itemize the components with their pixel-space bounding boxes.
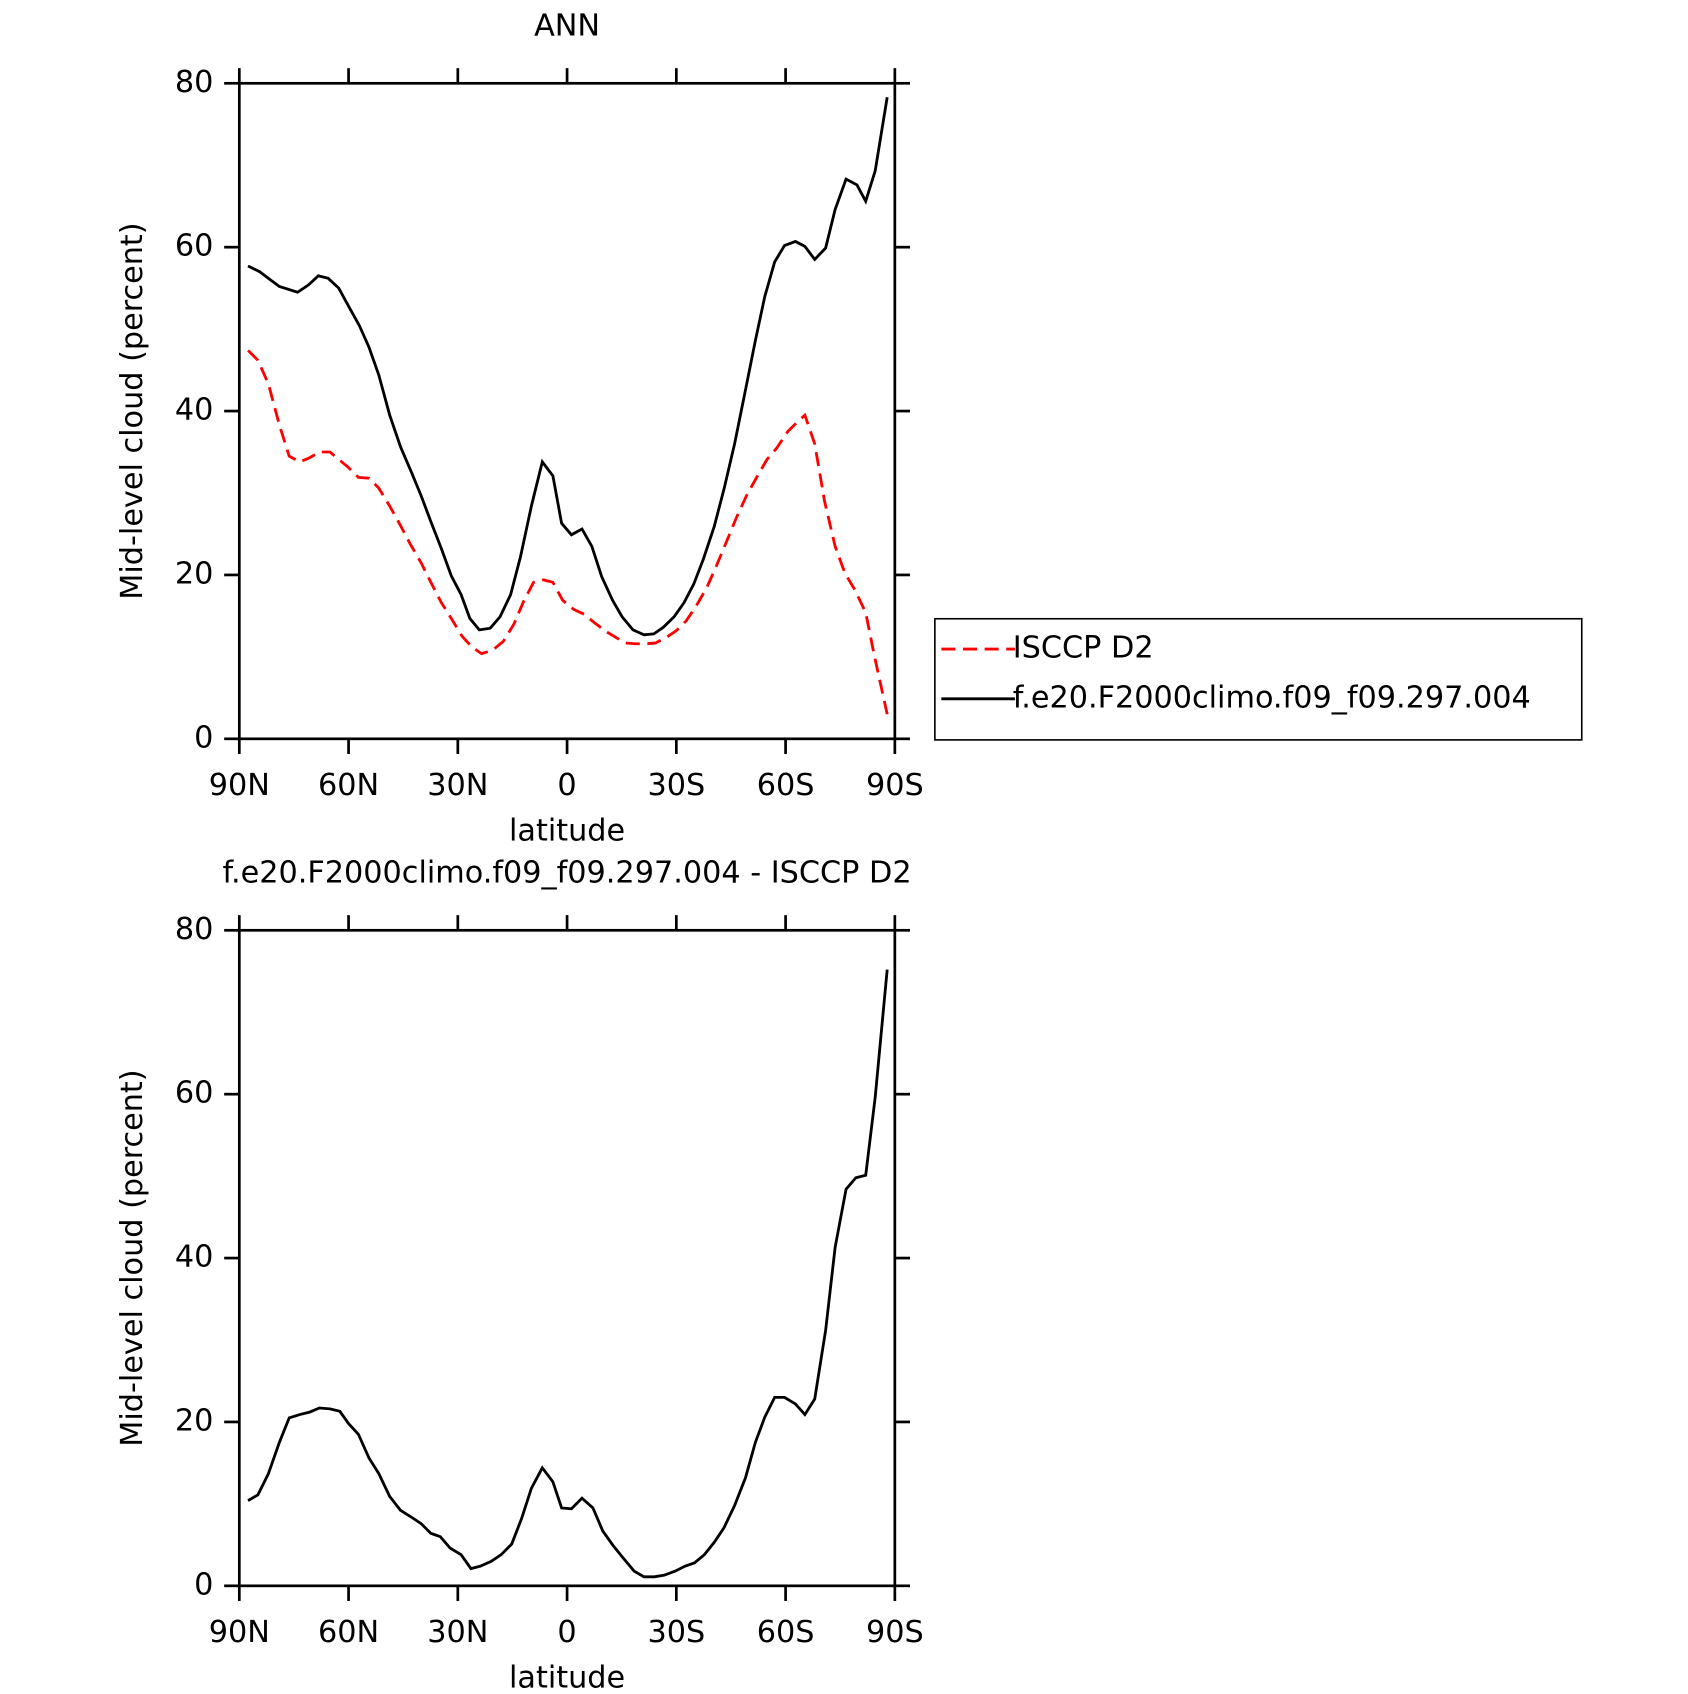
y-tick-label: 60 — [175, 229, 214, 264]
x-tick-label: 30S — [647, 1615, 705, 1650]
legend: ISCCP D2 f.e20.F2000climo.f09_f09.297.004 — [934, 617, 1583, 741]
y-tick-label: 20 — [175, 1403, 214, 1438]
legend-box — [934, 617, 1583, 741]
data-line — [247, 96, 889, 637]
x-tick-label: 0 — [557, 768, 576, 803]
x-tick-label: 90S — [866, 768, 924, 803]
x-tick-label: 30N — [427, 1615, 488, 1650]
x-tick-label: 30S — [647, 768, 705, 803]
y-axis-label: Mid-level cloud (percent) — [115, 1069, 150, 1446]
chart-title: ANN — [534, 9, 600, 44]
y-tick-label: 0 — [194, 1567, 213, 1602]
x-tick-label: 60S — [757, 1615, 815, 1650]
legend-label: ISCCP D2 — [1013, 631, 1154, 666]
x-tick-label: 30N — [427, 768, 488, 803]
x-tick-label: 60S — [757, 768, 815, 803]
y-axis-label: Mid-level cloud (percent) — [115, 222, 150, 599]
x-axis-label: latitude — [509, 1660, 625, 1694]
x-tick-label: 60N — [318, 768, 379, 803]
data-line — [247, 969, 889, 1579]
legend-label: f.e20.F2000climo.f09_f09.297.004 — [1013, 680, 1531, 715]
x-tick-label: 90N — [209, 1615, 270, 1650]
plot-frame — [237, 928, 897, 1588]
x-tick-label: 90S — [866, 1615, 924, 1650]
x-tick-label: 60N — [318, 1615, 379, 1650]
plot-frame — [237, 81, 897, 741]
y-tick-label: 40 — [175, 393, 214, 428]
x-tick-label: 90N — [209, 768, 270, 803]
y-tick-label: 80 — [175, 912, 214, 947]
y-tick-label: 20 — [175, 556, 214, 591]
chart-title: f.e20.F2000climo.f09_f09.297.004 - ISCCP… — [223, 856, 912, 891]
y-tick-label: 60 — [175, 1076, 214, 1111]
x-tick-label: 0 — [557, 1615, 576, 1650]
y-tick-label: 40 — [175, 1240, 214, 1275]
y-tick-label: 80 — [175, 65, 214, 100]
x-axis-label: latitude — [509, 813, 625, 848]
y-tick-label: 0 — [194, 720, 213, 755]
